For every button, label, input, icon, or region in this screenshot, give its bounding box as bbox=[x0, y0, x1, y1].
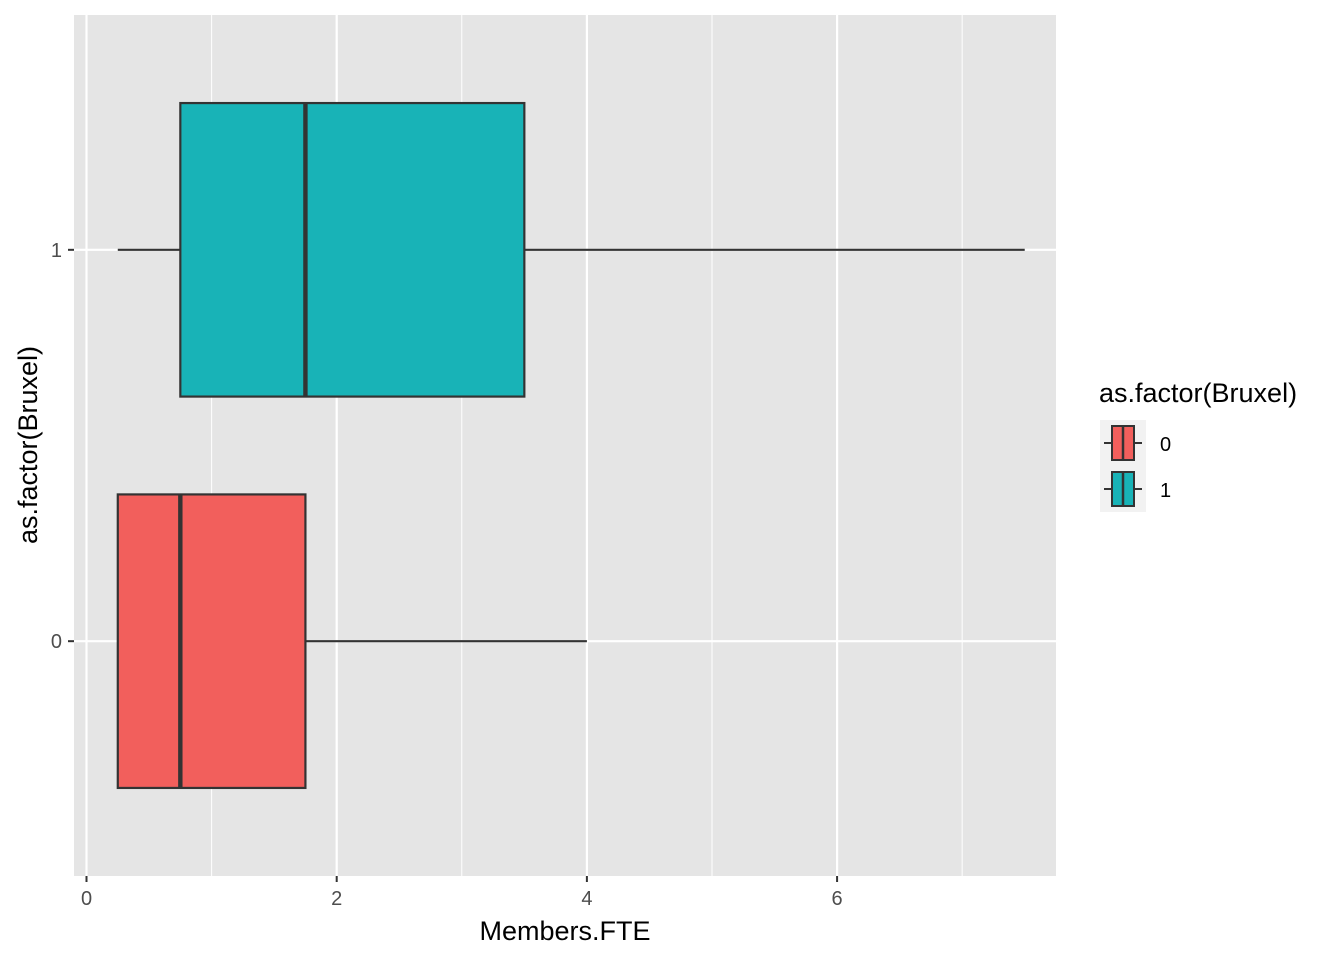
box-group-0 bbox=[116, 493, 587, 790]
box-iqr bbox=[179, 101, 526, 398]
x-tick-label: 6 bbox=[832, 888, 843, 910]
y-tick-label: 0 bbox=[51, 631, 62, 653]
y-tick-label: 1 bbox=[51, 240, 62, 262]
x-axis: 0 2 4 6 bbox=[81, 876, 843, 910]
legend-label: 0 bbox=[1160, 434, 1171, 456]
legend-title: as.factor(Bruxel) bbox=[1099, 378, 1297, 408]
x-tick-label: 4 bbox=[581, 888, 592, 910]
y-axis: 01 bbox=[51, 240, 74, 653]
box-group-1 bbox=[117, 101, 1025, 398]
x-tick-label: 2 bbox=[331, 888, 342, 910]
boxes-layer bbox=[116, 101, 1025, 790]
y-axis-title: as.factor(Bruxel) bbox=[13, 346, 43, 544]
legend: as.factor(Bruxel) 0 1 bbox=[1099, 378, 1297, 512]
legend-label: 1 bbox=[1160, 480, 1171, 502]
legend-key-1: 1 bbox=[1100, 466, 1171, 512]
x-axis-title: Members.FTE bbox=[479, 916, 650, 946]
x-tick-label: 0 bbox=[81, 888, 92, 910]
box-iqr bbox=[116, 493, 307, 790]
legend-key-0: 0 bbox=[1100, 420, 1171, 466]
